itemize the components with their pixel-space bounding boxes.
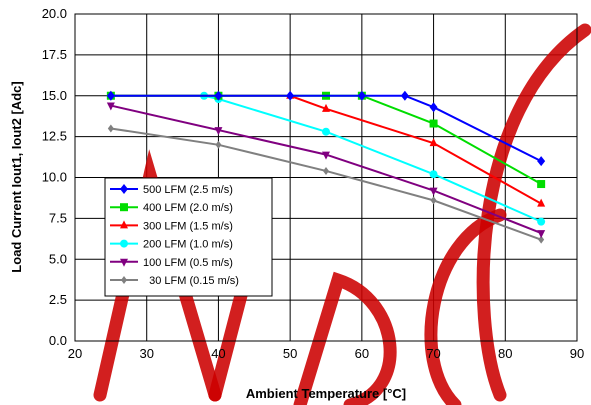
y-tick-label: 0.0	[49, 333, 67, 348]
legend: 500 LFM (2.5 m/s) 400 LFM (2.0 m/s) 300 LF…	[104, 177, 273, 297]
data-point	[120, 239, 128, 248]
y-tick-label: 5.0	[49, 251, 67, 266]
y-tick-label: 15.0	[42, 88, 67, 103]
y-tick-label: 2.5	[49, 292, 67, 307]
data-point	[357, 90, 366, 101]
data-point	[400, 90, 409, 101]
y-tick-label: 7.5	[49, 210, 67, 225]
data-point	[214, 90, 223, 101]
x-tick-label: 20	[68, 346, 82, 361]
data-point	[120, 203, 128, 212]
x-tick-label: 90	[570, 346, 584, 361]
watermark-stroke	[293, 271, 397, 405]
plot-frame	[74, 13, 578, 342]
data-point	[120, 184, 128, 194]
data-point	[121, 276, 127, 284]
legend-item: 400 LFM (2.0 m/s)	[110, 202, 233, 214]
data-point	[106, 102, 115, 111]
legend-label: 30 LFM (0.15 m/s)	[143, 275, 239, 287]
data-point	[107, 124, 114, 133]
x-axis-title: Ambient Temperature [°C]	[246, 386, 406, 401]
x-tick-label: 30	[139, 346, 153, 361]
data-point	[322, 151, 330, 160]
data-point	[537, 198, 546, 207]
legend-item: 300 LFM (1.5 m/s)	[110, 220, 233, 232]
data-point	[429, 102, 438, 113]
watermark-stroke	[476, 23, 591, 402]
legend-label: 500 LFM (2.5 m/s)	[143, 184, 233, 196]
data-point	[430, 196, 437, 205]
series-layer	[106, 90, 546, 244]
legend-item: 500 LFM (2.5 m/s)	[110, 184, 233, 196]
data-point	[538, 235, 545, 244]
x-tick-label: 80	[498, 346, 512, 361]
data-point	[429, 119, 438, 128]
data-point	[323, 166, 329, 175]
data-point	[322, 103, 330, 112]
data-point	[537, 180, 546, 189]
legend-label: 400 LFM (2.0 m/s)	[143, 202, 233, 214]
y-tick-labels: 0.0 2.5 5.0 7.5 10.0 12.5 15.0 17.5 20.0	[42, 6, 67, 348]
data-point	[120, 258, 128, 267]
legend-item: 100 LFM (0.5 m/s)	[110, 257, 233, 269]
series-1	[106, 90, 546, 167]
data-point	[429, 187, 438, 196]
data-point	[120, 220, 128, 229]
data-point	[106, 90, 115, 101]
series-5	[106, 102, 546, 239]
legend-box	[104, 177, 273, 297]
x-tick-label: 40	[211, 346, 225, 361]
data-point	[286, 90, 295, 101]
x-tick-label: 70	[426, 346, 440, 361]
legend-item: 200 LFM (1.0 m/s)	[110, 239, 233, 251]
data-point	[537, 156, 546, 167]
y-axis-title: Load Current Iout1, Iout2 [Adc]	[9, 81, 24, 272]
y-tick-label: 20.0	[42, 6, 67, 21]
data-point	[215, 140, 222, 149]
y-tick-label: 12.5	[42, 129, 67, 144]
y-tick-label: 10.0	[42, 170, 67, 185]
data-point	[214, 127, 223, 136]
series-6	[107, 124, 545, 244]
watermark-stroke	[93, 149, 222, 402]
watermark-stroke	[424, 208, 507, 405]
x-tick-label: 60	[355, 346, 369, 361]
legend-label: 200 LFM (1.0 m/s)	[143, 239, 233, 251]
legend-item: 30 LFM (0.15 m/s)	[110, 275, 239, 287]
x-tick-label: 50	[283, 346, 297, 361]
data-point	[322, 127, 330, 136]
data-point	[429, 138, 438, 147]
legend-label: 100 LFM (0.5 m/s)	[143, 257, 233, 269]
y-tick-label: 17.5	[42, 47, 67, 62]
legend-label: 300 LFM (1.5 m/s)	[143, 220, 233, 232]
x-tick-labels: 20 30 40 50 60 70 80 90	[68, 346, 584, 361]
data-point	[537, 217, 546, 226]
data-point	[537, 230, 546, 239]
data-point	[429, 170, 438, 179]
